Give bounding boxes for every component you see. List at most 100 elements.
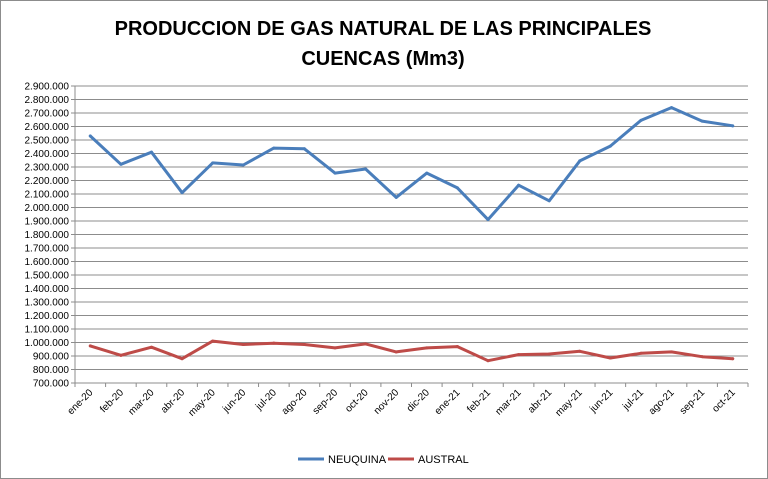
y-axis-tick-labels: 700.000 800.000 900.000 1.000.000 1.100.000 1… xyxy=(25,82,70,390)
legend-label-austral: AUSTRAL xyxy=(418,454,469,466)
y-tick-label: 1.600.000 xyxy=(25,257,70,268)
x-tick-label: abr-20 xyxy=(159,387,188,416)
x-tick-label: nov-20 xyxy=(372,387,402,417)
data-point-neuquina xyxy=(241,163,245,167)
x-tick-label: ago-20 xyxy=(280,387,310,417)
data-point-neuquina xyxy=(302,147,306,151)
y-tick-label: 1.100.000 xyxy=(25,325,70,336)
x-tick-label: ago-21 xyxy=(647,387,677,417)
y-tick-label: 2.400.000 xyxy=(25,149,70,160)
y-tick-label: 2.700.000 xyxy=(25,109,70,120)
axes xyxy=(71,85,749,387)
data-point-neuquina xyxy=(333,171,337,175)
data-point-neuquina xyxy=(639,118,643,122)
data-point-neuquina xyxy=(180,191,184,195)
data-point-austral xyxy=(608,356,612,360)
y-tick-label: 1.300.000 xyxy=(25,298,70,309)
legend: NEUQUINA AUSTRAL xyxy=(298,454,469,466)
y-tick-label: 800.000 xyxy=(33,365,70,376)
data-point-austral xyxy=(333,346,337,350)
series-lines xyxy=(88,106,735,363)
chart-title-line-1: PRODUCCION DE GAS NATURAL DE LAS PRINCIP… xyxy=(114,18,652,40)
data-point-neuquina xyxy=(425,171,429,175)
x-tick-label: dic-20 xyxy=(405,387,432,414)
x-tick-label: sep-21 xyxy=(678,387,708,417)
x-tick-label: jul-20 xyxy=(253,387,279,413)
gridlines xyxy=(75,85,748,384)
data-point-austral xyxy=(670,350,674,354)
data-point-neuquina xyxy=(517,183,521,187)
chart-title-line-2: CUENCAS (Mm3) xyxy=(301,48,465,70)
data-point-neuquina xyxy=(119,162,123,166)
data-point-austral xyxy=(394,350,398,354)
y-tick-label: 2.200.000 xyxy=(25,176,70,187)
y-tick-label: 1.000.000 xyxy=(25,338,70,349)
y-tick-label: 2.000.000 xyxy=(25,203,70,214)
x-tick-label: jun-20 xyxy=(220,387,248,415)
data-point-neuquina xyxy=(670,106,674,110)
x-tick-label: abr-21 xyxy=(526,387,555,416)
y-tick-label: 2.300.000 xyxy=(25,163,70,174)
y-tick-label: 2.100.000 xyxy=(25,190,70,201)
data-point-austral xyxy=(364,342,368,346)
x-tick-label: may-21 xyxy=(554,387,586,419)
y-tick-label: 1.800.000 xyxy=(25,230,70,241)
y-tick-label: 700.000 xyxy=(33,379,70,390)
y-tick-label: 2.800.000 xyxy=(25,95,70,106)
x-tick-label: ene-20 xyxy=(66,387,96,417)
x-tick-label: feb-20 xyxy=(98,387,126,415)
data-point-austral xyxy=(149,345,153,349)
chart-title: PRODUCCION DE GAS NATURAL DE LAS PRINCIP… xyxy=(0,14,766,74)
data-point-austral xyxy=(578,349,582,353)
data-point-austral xyxy=(547,352,551,356)
data-point-austral xyxy=(302,343,306,347)
y-tick-label: 1.900.000 xyxy=(25,217,70,228)
data-point-neuquina xyxy=(211,161,215,165)
y-tick-label: 2.900.000 xyxy=(25,82,70,93)
data-point-neuquina xyxy=(394,195,398,199)
y-tick-label: 1.700.000 xyxy=(25,244,70,255)
data-point-neuquina xyxy=(486,218,490,222)
data-point-neuquina xyxy=(608,144,612,148)
y-tick-label: 1.200.000 xyxy=(25,311,70,322)
y-tick-label: 2.600.000 xyxy=(25,122,70,133)
y-tick-label: 2.500.000 xyxy=(25,136,70,147)
x-tick-label: ene-21 xyxy=(433,387,463,417)
data-point-austral xyxy=(241,343,245,347)
data-point-neuquina xyxy=(700,119,704,123)
data-point-austral xyxy=(425,346,429,350)
data-point-neuquina xyxy=(88,134,92,138)
data-point-neuquina xyxy=(578,159,582,163)
x-tick-label: sep-20 xyxy=(311,387,341,417)
data-point-neuquina xyxy=(149,150,153,154)
x-tick-label: jul-21 xyxy=(620,387,646,413)
x-tick-label: feb-21 xyxy=(465,387,493,415)
data-point-neuquina xyxy=(455,186,459,190)
data-point-austral xyxy=(731,357,735,361)
data-point-austral xyxy=(88,344,92,348)
data-point-austral xyxy=(180,357,184,361)
data-point-austral xyxy=(700,355,704,359)
series-line-austral xyxy=(88,339,735,363)
x-axis-tick-labels: ene-20 feb-20 mar-20 abr-20 may-20 jun-20 jul-… xyxy=(66,387,739,419)
data-point-austral xyxy=(272,341,276,345)
y-tick-label: 900.000 xyxy=(33,352,70,363)
data-point-neuquina xyxy=(731,124,735,128)
data-point-neuquina xyxy=(547,199,551,203)
data-point-austral xyxy=(639,351,643,355)
x-tick-label: jun-21 xyxy=(587,387,615,415)
y-tick-label: 1.500.000 xyxy=(25,271,70,282)
x-tick-label: may-20 xyxy=(186,387,218,419)
data-point-austral xyxy=(486,359,490,363)
data-point-austral xyxy=(517,353,521,357)
x-tick-label: mar-20 xyxy=(126,387,156,417)
y-tick-label: 1.400.000 xyxy=(25,284,70,295)
data-point-austral xyxy=(455,345,459,349)
data-point-neuquina xyxy=(364,167,368,171)
legend-label-neuquina: NEUQUINA xyxy=(328,454,387,466)
data-point-neuquina xyxy=(272,146,276,150)
data-point-austral xyxy=(119,353,123,357)
data-point-austral xyxy=(211,339,215,343)
